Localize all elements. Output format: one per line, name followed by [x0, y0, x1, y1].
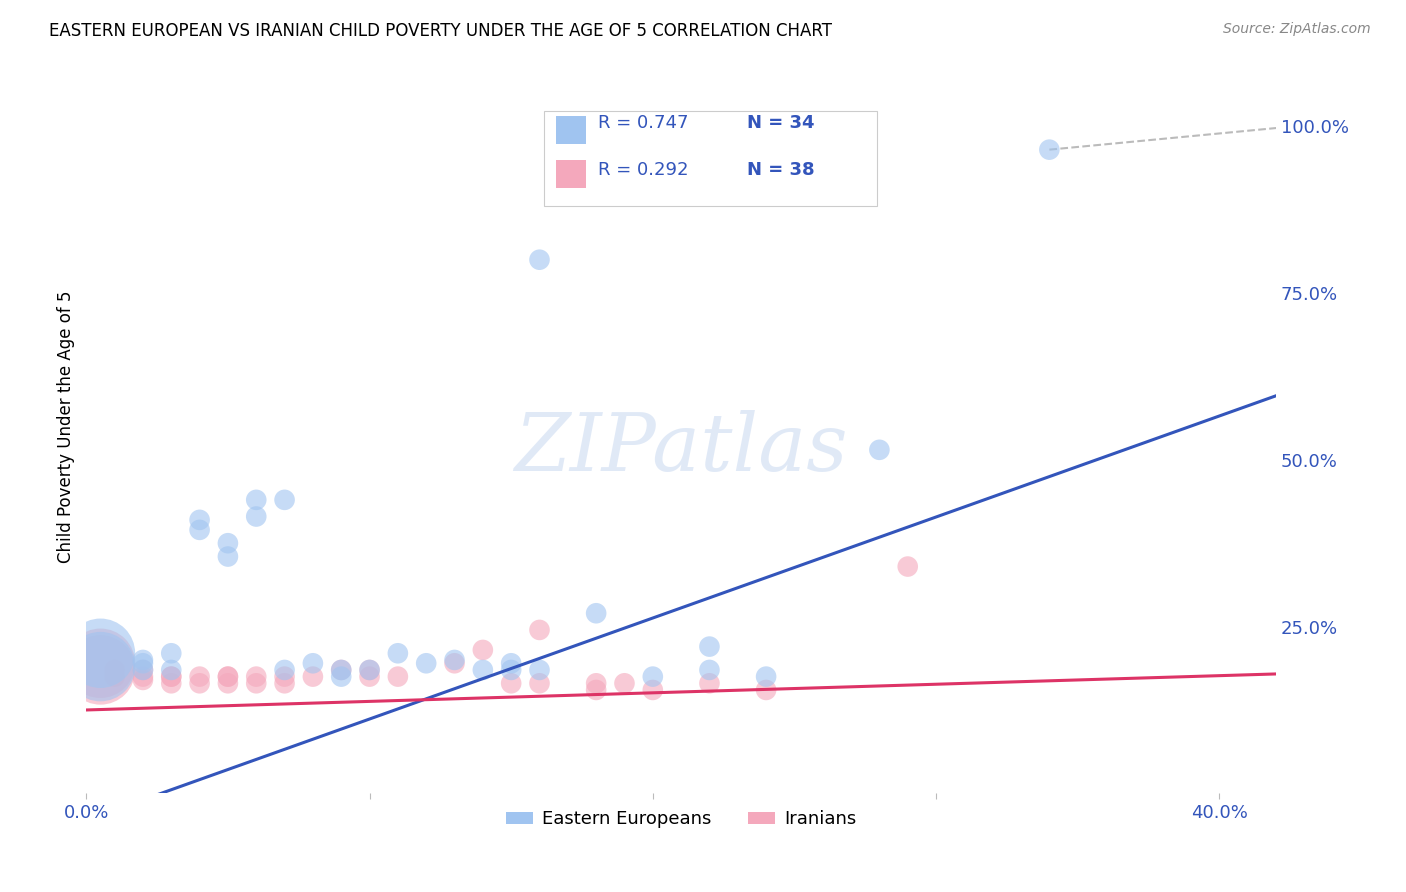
Point — [529, 252, 551, 267]
FancyBboxPatch shape — [557, 116, 586, 144]
Point — [443, 657, 465, 671]
Point — [699, 676, 721, 690]
Point — [330, 670, 353, 684]
Point — [217, 676, 239, 690]
Point — [89, 663, 111, 677]
Point — [160, 670, 183, 684]
Point — [217, 536, 239, 550]
Point — [132, 653, 155, 667]
Point — [217, 670, 239, 684]
Point — [897, 559, 920, 574]
Point — [245, 676, 267, 690]
Point — [160, 663, 183, 677]
Point — [245, 670, 267, 684]
Point — [501, 657, 523, 671]
Point — [330, 663, 353, 677]
Point — [443, 653, 465, 667]
Point — [699, 640, 721, 654]
Text: EASTERN EUROPEAN VS IRANIAN CHILD POVERTY UNDER THE AGE OF 5 CORRELATION CHART: EASTERN EUROPEAN VS IRANIAN CHILD POVERT… — [49, 22, 832, 40]
Point — [585, 682, 607, 697]
Point — [89, 657, 111, 671]
Point — [471, 643, 494, 657]
Point — [245, 509, 267, 524]
Point — [585, 676, 607, 690]
Point — [529, 623, 551, 637]
Text: ZIPatlas: ZIPatlas — [515, 409, 848, 487]
Point — [699, 663, 721, 677]
Point — [273, 663, 295, 677]
Point — [330, 663, 353, 677]
Point — [641, 682, 664, 697]
Point — [359, 670, 381, 684]
Point — [359, 663, 381, 677]
Point — [387, 646, 409, 660]
Point — [273, 676, 295, 690]
Point — [529, 676, 551, 690]
Text: N = 34: N = 34 — [747, 114, 814, 132]
Point — [245, 492, 267, 507]
Text: Source: ZipAtlas.com: Source: ZipAtlas.com — [1223, 22, 1371, 37]
Point — [1038, 143, 1060, 157]
Text: R = 0.747: R = 0.747 — [598, 114, 689, 132]
Point — [89, 659, 111, 673]
Point — [302, 657, 325, 671]
Y-axis label: Child Poverty Under the Age of 5: Child Poverty Under the Age of 5 — [58, 290, 75, 563]
Point — [188, 513, 211, 527]
Point — [585, 606, 607, 620]
Point — [104, 663, 127, 677]
Point — [217, 670, 239, 684]
Point — [641, 670, 664, 684]
Legend: Eastern Europeans, Iranians: Eastern Europeans, Iranians — [499, 803, 863, 836]
Text: R = 0.292: R = 0.292 — [598, 161, 689, 178]
Point — [471, 663, 494, 677]
Point — [132, 673, 155, 687]
Point — [387, 670, 409, 684]
Point — [755, 670, 778, 684]
Point — [188, 670, 211, 684]
Point — [501, 676, 523, 690]
FancyBboxPatch shape — [557, 161, 586, 188]
Point — [132, 657, 155, 671]
Point — [188, 523, 211, 537]
Point — [160, 676, 183, 690]
Point — [273, 670, 295, 684]
Point — [132, 663, 155, 677]
Point — [160, 670, 183, 684]
Point — [415, 657, 437, 671]
Point — [755, 682, 778, 697]
Point — [613, 676, 636, 690]
Point — [359, 663, 381, 677]
Point — [217, 549, 239, 564]
Point — [132, 670, 155, 684]
Point — [104, 670, 127, 684]
Text: N = 38: N = 38 — [747, 161, 814, 178]
Point — [273, 492, 295, 507]
Point — [89, 646, 111, 660]
Point — [160, 646, 183, 660]
Point — [501, 663, 523, 677]
Point — [529, 663, 551, 677]
Point — [132, 663, 155, 677]
FancyBboxPatch shape — [544, 111, 877, 206]
Point — [302, 670, 325, 684]
Point — [188, 676, 211, 690]
Point — [868, 442, 890, 457]
